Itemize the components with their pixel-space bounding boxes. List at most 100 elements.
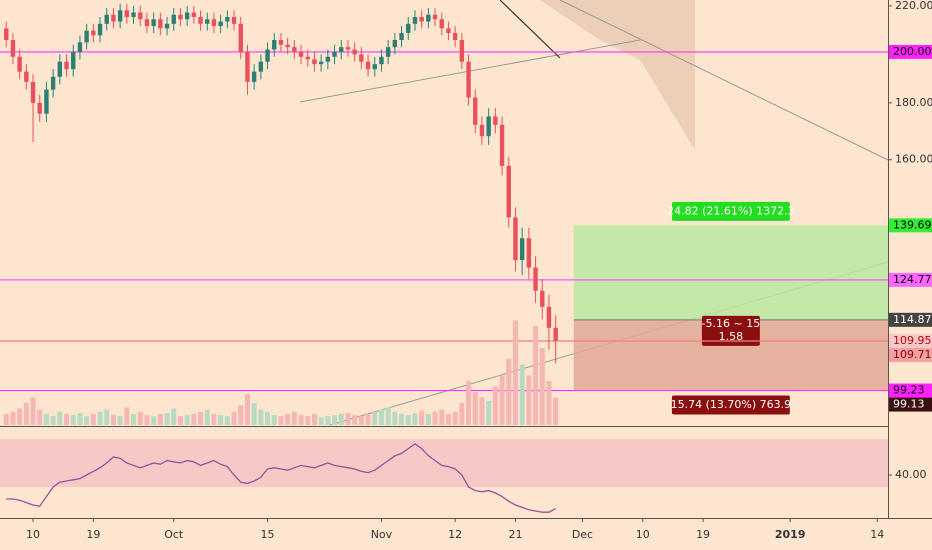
volume-bar <box>291 411 297 425</box>
volume-bar <box>311 414 317 425</box>
candle-body <box>379 56 384 65</box>
candle-body <box>10 40 16 57</box>
x-tick-label: 12 <box>448 528 462 541</box>
target-label-bg <box>671 201 790 221</box>
volume-bar <box>124 407 130 425</box>
moving-average <box>499 0 561 59</box>
volume-bar <box>332 415 338 425</box>
candle-body <box>452 32 458 41</box>
volume-bar <box>512 320 518 425</box>
price-label: 139.69 <box>893 218 932 231</box>
candle-body <box>519 238 525 261</box>
volume-bar <box>244 394 250 425</box>
volume-bar <box>345 412 351 425</box>
price-label: 124.77 <box>893 273 932 286</box>
x-tick-label: Nov <box>371 528 393 541</box>
candle-body <box>91 30 96 36</box>
candle-body <box>84 30 89 43</box>
volume-bar <box>164 412 170 425</box>
volume-bar <box>539 348 545 425</box>
candle-body <box>198 16 203 24</box>
candle-body <box>258 61 264 72</box>
price-label: 99.23 <box>893 384 925 397</box>
price-label-bg <box>889 218 932 233</box>
candle-body <box>412 16 418 24</box>
volume-bar <box>452 411 458 425</box>
candle-body <box>272 40 277 50</box>
candle-body <box>506 165 511 218</box>
candle-body <box>245 51 250 82</box>
candle-body <box>526 238 532 268</box>
volume-bar <box>285 414 291 425</box>
candle-body <box>499 124 505 166</box>
volume-bar <box>171 408 177 425</box>
candle-body <box>97 23 103 36</box>
x-tick-label: 21 <box>508 528 522 541</box>
candle-body <box>4 28 9 41</box>
x-tick-label: 15 <box>261 528 275 541</box>
candle-body <box>265 49 270 62</box>
volume-bar <box>204 409 210 425</box>
candle-body <box>285 44 290 48</box>
volume-bar <box>70 415 76 425</box>
volume-bar <box>412 412 418 425</box>
candle-body <box>345 47 351 50</box>
volume-bar <box>459 403 465 425</box>
candle-body <box>533 267 538 291</box>
volume-bar <box>144 415 150 425</box>
volume-bar <box>278 416 284 425</box>
candle-body <box>77 42 83 52</box>
price-label: 109.95 <box>893 334 932 347</box>
volume-bar <box>352 415 358 425</box>
volume-bar <box>325 416 331 425</box>
candle-body <box>50 76 56 90</box>
volume-bar <box>432 411 438 425</box>
volume-bar <box>184 415 190 425</box>
rsi-tick-label: 40.00 <box>895 468 927 481</box>
volume-bar <box>117 416 123 425</box>
trend-line <box>559 0 889 161</box>
candle-body <box>466 61 471 98</box>
volume-bar <box>157 414 163 425</box>
center-label: -5.16 ~ 15 <box>702 317 761 330</box>
volume-bar <box>50 416 56 425</box>
candle-body <box>365 61 371 70</box>
candle-body <box>318 61 324 65</box>
candle-body <box>278 40 284 45</box>
y-tick-label: 160.00 <box>895 153 932 166</box>
candle-body <box>332 51 337 57</box>
volume-bar <box>499 375 505 425</box>
volume-bar <box>238 405 244 425</box>
volume-bar <box>385 407 391 425</box>
x-tick-label: 19 <box>696 528 710 541</box>
candle-body <box>225 16 230 22</box>
candle-body <box>138 12 143 20</box>
volume-bar <box>211 414 217 425</box>
volume-bar <box>84 416 90 425</box>
volume-bar <box>372 411 378 425</box>
x-tick-label: 10 <box>636 528 650 541</box>
candle-body <box>44 89 49 114</box>
candle-body <box>298 51 304 57</box>
candle-body <box>151 19 156 27</box>
volume-bar <box>198 411 204 425</box>
volume-bar <box>265 411 271 425</box>
candle-body <box>419 16 424 22</box>
x-tick-label: Dec <box>572 528 593 541</box>
volume-bar <box>546 381 552 425</box>
candle-body <box>178 14 183 20</box>
candle-body <box>104 14 109 24</box>
candle-body <box>211 19 217 27</box>
price-label-bg <box>889 347 932 362</box>
volume-bar <box>492 386 498 425</box>
volume-bar <box>258 409 264 425</box>
stop-label-bg <box>671 395 790 415</box>
volume-bar <box>110 415 116 425</box>
volume-bar <box>191 414 197 425</box>
volume-bar <box>338 414 344 425</box>
volume-bar <box>466 381 472 425</box>
volume-bar <box>43 414 49 425</box>
volume-bar <box>472 392 478 425</box>
candle-body <box>117 10 123 22</box>
candle-body <box>57 61 63 77</box>
